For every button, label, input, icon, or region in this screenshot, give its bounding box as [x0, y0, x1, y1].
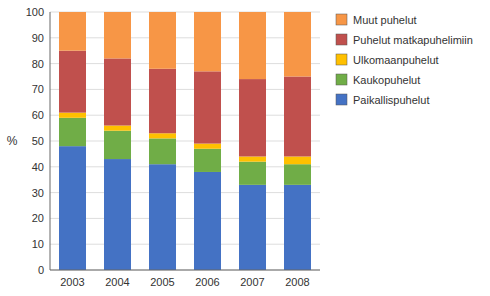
bar-segment: [104, 131, 131, 159]
x-tick-label: 2004: [105, 276, 129, 288]
legend-swatch: [336, 54, 347, 65]
bars: [59, 12, 311, 270]
bar-segment: [194, 71, 221, 143]
x-axis-line: [50, 270, 320, 271]
grid-line: [50, 166, 320, 167]
bar-segment: [59, 118, 86, 146]
chart-container: 0 10 20 30 40 50 60 70 80 90 100 2003 2004 2005 2006 20…: [0, 0, 490, 296]
y-tick-label: 20: [32, 212, 44, 224]
y-tick-label: 100: [26, 6, 44, 18]
grid-line: [50, 37, 320, 38]
grid-line: [50, 244, 320, 245]
series: [59, 51, 311, 157]
bar-segment: [239, 185, 266, 270]
x-tick-label: 2007: [240, 276, 264, 288]
grid-line: [50, 141, 320, 142]
legend-swatch: [336, 94, 347, 105]
bar-segment: [194, 12, 221, 71]
x-tick-label: 2006: [195, 276, 219, 288]
y-tick-label: 90: [32, 32, 44, 44]
bar-segment: [239, 79, 266, 156]
bar-segment: [59, 51, 86, 113]
bar-segment: [194, 144, 221, 149]
legend: Muut puhelut Puhelut matkapuhelimiin Ulkom…: [336, 14, 473, 106]
legend-label: Kaukopuhelut: [353, 74, 420, 86]
bar-segment: [149, 138, 176, 164]
y-axis-line: [50, 12, 51, 270]
x-tick-label: 2008: [285, 276, 309, 288]
x-tick-label: 2003: [60, 276, 84, 288]
bar-segment: [149, 133, 176, 138]
bar-segment: [104, 159, 131, 270]
bar-segment: [149, 69, 176, 134]
grid-line: [50, 63, 320, 64]
legend-label: Muut puhelut: [353, 14, 417, 26]
bar-segment: [284, 77, 311, 157]
legend-swatch: [336, 34, 347, 45]
legend-label: Ulkomaanpuhelut: [353, 54, 439, 66]
series: [59, 12, 311, 79]
x-tick-label: 2005: [150, 276, 174, 288]
grid-line: [50, 218, 320, 219]
y-axis-label: %: [7, 134, 18, 148]
bar-segment: [59, 12, 86, 51]
bar-segment: [284, 185, 311, 270]
grid-line: [50, 192, 320, 193]
legend-swatch: [336, 14, 347, 25]
bar-segment: [239, 12, 266, 79]
y-tick-label: 40: [32, 161, 44, 173]
y-tick-label: 70: [32, 83, 44, 95]
grid-line: [50, 270, 320, 271]
y-tick-label: 80: [32, 58, 44, 70]
chart-svg: 0 10 20 30 40 50 60 70 80 90 100 2003 2004 2005 2006 20…: [0, 0, 490, 296]
y-tick-label: 50: [32, 135, 44, 147]
y-tick-label: 60: [32, 109, 44, 121]
bar-segment: [59, 146, 86, 270]
grid-line: [50, 115, 320, 116]
legend-label: Puhelut matkapuhelimiin: [353, 34, 473, 46]
bar-segment: [104, 58, 131, 125]
grid-line: [50, 12, 320, 13]
series: [59, 118, 311, 185]
legend-swatch: [336, 74, 347, 85]
bar-segment: [284, 12, 311, 77]
series: [59, 146, 311, 270]
bar-segment: [149, 164, 176, 270]
bar-segment: [104, 126, 131, 131]
bar-segment: [284, 164, 311, 185]
bar-segment: [239, 162, 266, 185]
bar-segment: [104, 12, 131, 58]
grid-line: [50, 89, 320, 90]
y-tick-label: 10: [32, 238, 44, 250]
bar-segment: [194, 172, 221, 270]
bar-segment: [239, 156, 266, 161]
y-tick-label: 0: [38, 264, 44, 276]
grid: [50, 12, 320, 270]
series: [59, 113, 311, 165]
bar-segment: [59, 113, 86, 118]
bar-segment: [284, 156, 311, 164]
y-tick-label: 30: [32, 187, 44, 199]
bar-segment: [194, 149, 221, 172]
legend-label: Paikallispuhelut: [353, 94, 429, 106]
bar-segment: [149, 12, 176, 69]
